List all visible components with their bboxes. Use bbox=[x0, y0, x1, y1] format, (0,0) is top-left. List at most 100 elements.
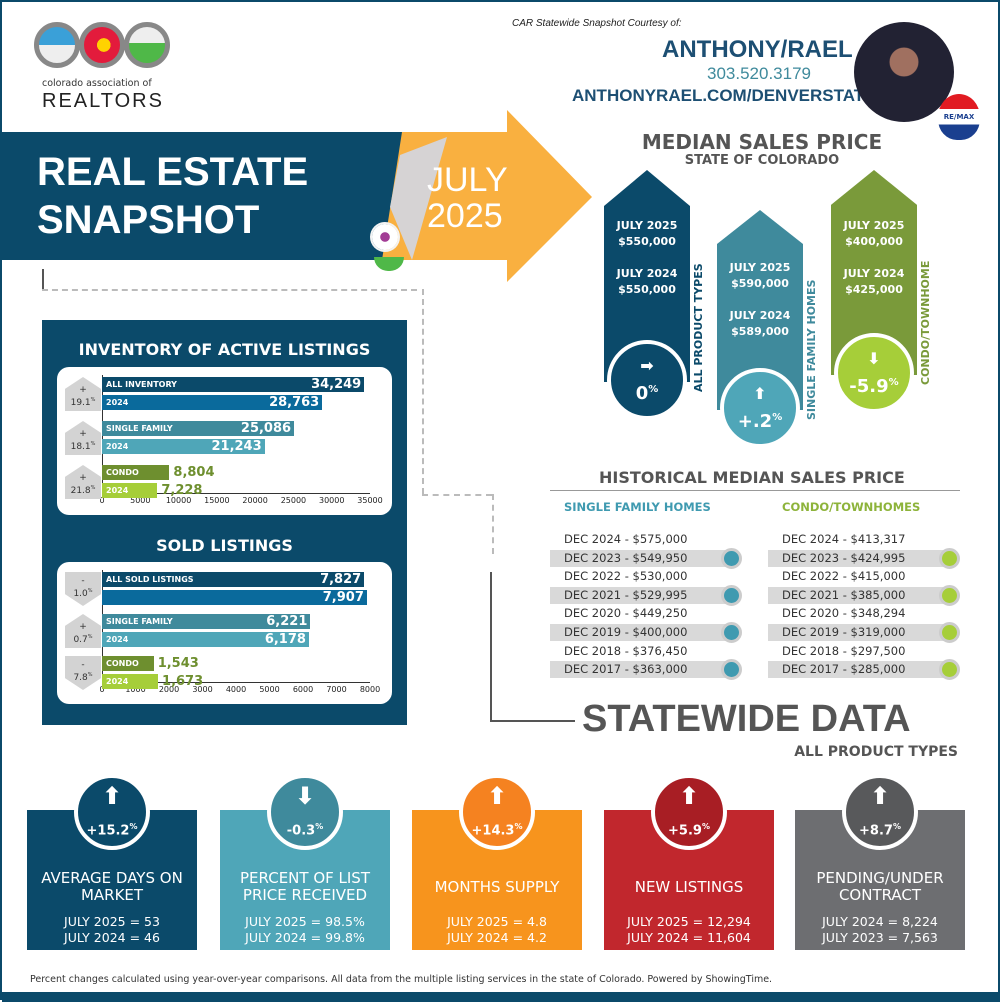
change-circle: ➡ 0% bbox=[607, 340, 687, 420]
card-title: PENDING/UNDER CONTRACT bbox=[816, 869, 944, 904]
trend-arrow-icon: ⬆ bbox=[678, 782, 700, 810]
change-badge: +0.7% bbox=[65, 614, 101, 648]
condo-history-label: CONDO/TOWNHOMES bbox=[782, 500, 921, 514]
bar-value: 6,178 bbox=[264, 632, 306, 647]
median-column: JULY 2025 $590,000 JULY 2024 $589,000 ⬆ +.2% bbox=[717, 210, 803, 455]
orange-arrow bbox=[382, 110, 592, 282]
change-circle: ⬇ -0.3% bbox=[267, 774, 343, 850]
connector-line bbox=[42, 269, 44, 291]
median-column: JULY 2025 $400,000 JULY 2024 $425,000 ⬇ -5.9% bbox=[831, 170, 917, 420]
history-row: DEC 2023 - $424,995 bbox=[768, 547, 960, 569]
statewide-subtitle: ALL PRODUCT TYPES bbox=[794, 744, 958, 760]
trend-arrow-icon: ⬆ bbox=[753, 384, 767, 403]
bar-value: 8,804 bbox=[173, 465, 215, 480]
card-title: PERCENT OF LIST PRICE RECEIVED bbox=[240, 869, 370, 904]
agent-phone[interactable]: 303.520.3179 bbox=[707, 64, 811, 83]
trend-arrow-icon: ⬆ bbox=[101, 782, 123, 810]
bar-current: SINGLE FAMILY 25,086 bbox=[102, 421, 295, 436]
card-title: MONTHS SUPPLY bbox=[434, 878, 560, 896]
change-badge: -7.8% bbox=[65, 656, 101, 690]
x-tick-label: 5000 bbox=[259, 685, 280, 694]
bar-current: CONDO 1,543 bbox=[102, 656, 199, 671]
history-row: DEC 2020 - $449,250 bbox=[564, 606, 688, 621]
x-tick-label: 1000 bbox=[125, 685, 146, 694]
agent-photo bbox=[854, 22, 954, 122]
card-title: NEW LISTINGS bbox=[634, 878, 744, 896]
history-dot bbox=[939, 584, 960, 606]
statewide-title: STATEWIDE DATA bbox=[582, 698, 911, 740]
history-dot bbox=[721, 547, 742, 569]
change-circle: ⬆ +5.9% bbox=[651, 774, 727, 850]
bar-current: SINGLE FAMILY 6,221 bbox=[102, 614, 311, 629]
connector-line bbox=[422, 494, 492, 496]
bar-value: 7,827 bbox=[320, 572, 362, 587]
bar-value: 25,086 bbox=[240, 421, 292, 436]
bar-previous: 2024 7,228 bbox=[102, 483, 202, 498]
column-values: JULY 2025 $400,000 JULY 2024 $425,000 bbox=[843, 219, 905, 296]
stat-card: ⬇ -0.3% PERCENT OF LIST PRICE RECEIVED JU… bbox=[220, 774, 390, 950]
bar-previous: 7,907 bbox=[102, 590, 367, 605]
x-tick-label: 6000 bbox=[292, 685, 314, 694]
agent-website[interactable]: ANTHONYRAEL.COM/DENVERSTATS bbox=[572, 86, 876, 105]
history-row: DEC 2024 - $575,000 bbox=[564, 532, 688, 546]
title-banner bbox=[2, 132, 442, 260]
stat-card: ⬆ +5.9% NEW LISTINGS JULY 2025 = 12,294 JU… bbox=[604, 774, 774, 950]
divider bbox=[550, 490, 960, 491]
x-tick-label: 7000 bbox=[326, 685, 347, 694]
history-dot bbox=[939, 547, 960, 569]
change-circle: ⬆ +8.7% bbox=[842, 774, 918, 850]
bar-current: CONDO 8,804 bbox=[102, 465, 215, 480]
x-tick-label: 30000 bbox=[318, 496, 345, 505]
bar-previous: 2024 21,243 bbox=[102, 439, 265, 454]
history-row: DEC 2020 - $348,294 bbox=[782, 606, 906, 621]
history-dot bbox=[721, 622, 742, 643]
median-column: JULY 2025 $550,000 JULY 2024 $550,000 ➡ 0% bbox=[604, 170, 690, 427]
history-row: DEC 2023 - $549,950 bbox=[550, 547, 742, 569]
stat-card: ⬆ +8.7% PENDING/UNDER CONTRACT JULY 2024 … bbox=[795, 774, 965, 950]
change-circle: ⬆ +.2% bbox=[720, 368, 800, 448]
bar-previous: 2024 1,673 bbox=[102, 674, 203, 689]
median-title: MEDIAN SALES PRICE bbox=[641, 130, 883, 154]
change-badge: +21.8% bbox=[65, 465, 101, 499]
history-row: DEC 2021 - $529,995 bbox=[550, 584, 742, 606]
colorado-flag-icon bbox=[79, 22, 125, 68]
history-dot bbox=[721, 659, 742, 681]
column-values: JULY 2025 $550,000 JULY 2024 $550,000 bbox=[616, 219, 678, 296]
x-tick-label: 20000 bbox=[242, 496, 268, 505]
bar-current: ALL INVENTORY 34,249 bbox=[102, 377, 365, 392]
x-tick-label: 8000 bbox=[359, 685, 381, 694]
bar-value: 21,243 bbox=[211, 439, 262, 454]
x-tick-label: 15000 bbox=[204, 496, 230, 505]
x-tick-label: 0 bbox=[99, 685, 105, 694]
history-row: DEC 2019 - $319,000 bbox=[768, 622, 960, 643]
trend-arrow-icon: ⬇ bbox=[867, 349, 881, 368]
bar-value: 7,228 bbox=[161, 483, 203, 498]
x-tick-label: 2000 bbox=[158, 685, 180, 694]
courtesy-text: CAR Statewide Snapshot Courtesy of: bbox=[512, 18, 682, 29]
history-row: DEC 2017 - $363,000 bbox=[550, 659, 742, 681]
change-badge: -1.0% bbox=[65, 572, 101, 606]
banner-date: JULY 2025 bbox=[427, 161, 508, 235]
historical-title: HISTORICAL MEDIAN SALES PRICE bbox=[599, 468, 905, 487]
history-dot bbox=[721, 584, 742, 606]
bar-value: 1,543 bbox=[157, 656, 199, 671]
history-row: DEC 2024 - $413,317 bbox=[782, 532, 906, 546]
column-values: JULY 2025 $590,000 JULY 2024 $589,000 bbox=[729, 261, 791, 338]
history-row: DEC 2022 - $530,000 bbox=[564, 569, 688, 584]
inventory-chart: 0 5000 10000 15000 20000 25000 30000 35000 +19.1… bbox=[57, 367, 392, 515]
column-label: ALL PRODUCT TYPES bbox=[692, 263, 705, 392]
sold-chart: 0 1000 2000 3000 4000 5000 6000 7000 8000 -1.0% AL… bbox=[57, 562, 392, 704]
car-logo: colorado association of REALTORS bbox=[32, 2, 182, 117]
stat-card: ⬆ +15.2% AVERAGE DAYS ON MARKET JULY 2025… bbox=[27, 774, 197, 950]
bar-current: ALL SOLD LISTINGS 7,827 bbox=[102, 572, 365, 587]
card-values: JULY 2025 = 53 JULY 2024 = 46 bbox=[64, 914, 160, 945]
connector-line bbox=[42, 289, 417, 291]
card-values: JULY 2025 = 4.8 JULY 2024 = 4.2 bbox=[447, 914, 547, 945]
banner-title: REAL ESTATE SNAPSHOT bbox=[37, 150, 309, 242]
bar-previous: 2024 6,178 bbox=[102, 632, 309, 647]
remax-balloon-icon: RE/MAX bbox=[938, 94, 980, 140]
bar-previous: 2024 28,763 bbox=[102, 395, 323, 410]
bar-value: 6,221 bbox=[266, 614, 308, 629]
x-tick-label: 25000 bbox=[280, 496, 307, 505]
history-row: DEC 2022 - $415,000 bbox=[782, 569, 906, 584]
